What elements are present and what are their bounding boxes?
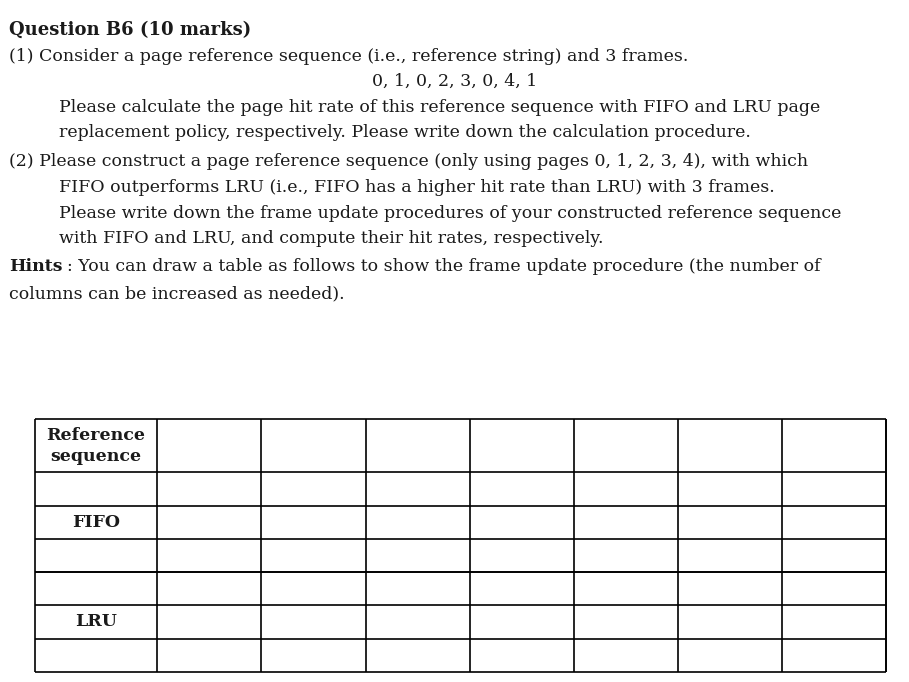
Text: replacement policy, respectively. Please write down the calculation procedure.: replacement policy, respectively. Please…: [59, 124, 751, 141]
Text: : You can draw a table as follows to show the frame update procedure (the number: : You can draw a table as follows to sho…: [67, 258, 821, 275]
Text: Please write down the frame update procedures of your constructed reference sequ: Please write down the frame update proce…: [59, 205, 842, 222]
Text: FIFO: FIFO: [72, 514, 120, 531]
Text: with FIFO and LRU, and compute their hit rates, respectively.: with FIFO and LRU, and compute their hit…: [59, 230, 604, 247]
Text: FIFO outperforms LRU (i.e., FIFO has a higher hit rate than LRU) with 3 frames.: FIFO outperforms LRU (i.e., FIFO has a h…: [59, 179, 774, 196]
Text: Question B6 (10 marks): Question B6 (10 marks): [9, 20, 252, 38]
Text: (2) Please construct a page reference sequence (only using pages 0, 1, 2, 3, 4),: (2) Please construct a page reference se…: [9, 153, 808, 170]
Text: (1) Consider a page reference sequence (i.e., reference string) and 3 frames.: (1) Consider a page reference sequence (…: [9, 48, 688, 65]
Text: Please calculate the page hit rate of this reference sequence with FIFO and LRU : Please calculate the page hit rate of th…: [59, 99, 820, 116]
Text: Hints: Hints: [9, 258, 63, 275]
Text: 0, 1, 0, 2, 3, 0, 4, 1: 0, 1, 0, 2, 3, 0, 4, 1: [372, 73, 537, 90]
Text: LRU: LRU: [75, 613, 117, 630]
Text: columns can be increased as needed).: columns can be increased as needed).: [9, 285, 345, 302]
Text: Reference
sequence: Reference sequence: [46, 427, 145, 465]
